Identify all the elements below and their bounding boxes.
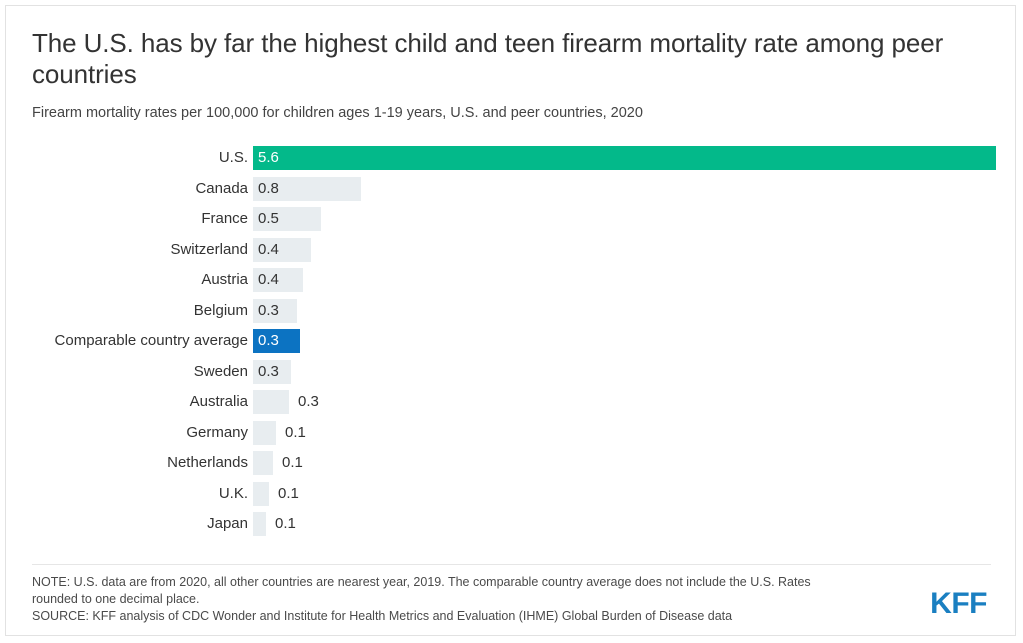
chart-footer: NOTE: U.S. data are from 2020, all other…: [6, 564, 1015, 635]
bar-row: Sweden 0.3: [6, 359, 1015, 391]
footer-text-block: NOTE: U.S. data are from 2020, all other…: [32, 574, 811, 625]
bar-row: U.K. 0.1: [6, 481, 1015, 513]
bar-value-label: 0.1: [282, 454, 303, 471]
bar[interactable]: [253, 481, 269, 506]
bar-row: Australia 0.3: [6, 390, 1015, 421]
bar[interactable]: [253, 176, 361, 201]
bar[interactable]: [253, 329, 300, 353]
bar-value-label: 0.3: [258, 362, 279, 380]
bar[interactable]: [253, 420, 276, 445]
bar-track: 0.3: [253, 359, 1007, 384]
bar[interactable]: [253, 512, 266, 536]
bar-row: Switzerland 0.4: [6, 237, 1015, 269]
bar[interactable]: [253, 359, 291, 384]
bar-category-label: Sweden: [193, 362, 248, 380]
bar-track: 0.8: [253, 176, 1007, 201]
page-title: The U.S. has by far the highest child an…: [32, 28, 944, 89]
bar-value-label: 0.3: [258, 301, 279, 319]
bar-row: Austria 0.4: [6, 268, 1015, 299]
bar-category-label: Comparable country average: [54, 332, 248, 349]
chart-header: The U.S. has by far the highest child an…: [6, 6, 1015, 122]
bar-track: 5.6: [253, 146, 1007, 170]
footer-divider: [32, 564, 991, 565]
bar-row: France 0.5: [6, 207, 1015, 238]
bar-category-label: France: [201, 210, 248, 227]
bar-value-label: 0.8: [258, 179, 279, 197]
bar-value-label: 0.1: [278, 484, 299, 502]
bar-category-label: U.K.: [218, 484, 248, 502]
bar-row: Canada 0.8: [6, 176, 1015, 208]
bar-track: 0.3: [253, 298, 1007, 323]
bar[interactable]: [253, 451, 273, 475]
bar-value-label: 0.3: [298, 393, 319, 410]
bar-category-label: Netherlands: [167, 454, 248, 471]
bar-track: 0.4: [253, 237, 1007, 262]
chart-subtitle: Firearm mortality rates per 100,000 for …: [32, 105, 643, 121]
bar-track: 0.3: [253, 329, 1007, 353]
bar-value-label: 0.5: [258, 210, 279, 227]
bar-track: 0.4: [253, 268, 1007, 292]
bar-track: 0.1: [253, 481, 1007, 506]
bar-category-label: Japan: [207, 515, 248, 532]
bar-value-label: 5.6: [258, 149, 279, 166]
bar-row: U.S. 5.6: [6, 146, 1015, 177]
bar-track: 0.1: [253, 420, 1007, 445]
bar-category-label: Belgium: [193, 301, 248, 319]
bar[interactable]: [253, 237, 311, 262]
bar-row: Comparable country average 0.3: [6, 329, 1015, 360]
bar-chart-plot: U.S. 5.6 Canada 0.8 France 0.5 Switzerland 0.4 A…: [6, 146, 1015, 543]
bar-category-label: U.S.: [218, 149, 248, 166]
bar-value-label: 0.1: [285, 423, 306, 441]
footer-source: SOURCE: KFF analysis of CDC Wonder and I…: [32, 609, 733, 623]
bar-track: 0.1: [253, 512, 1007, 536]
footer-note-line-2: rounded to one decimal place.: [32, 592, 200, 606]
bar-row: Netherlands 0.1: [6, 451, 1015, 482]
bar-value-label: 0.3: [258, 332, 279, 349]
bar-category-label: Switzerland: [170, 240, 248, 258]
bar[interactable]: [253, 207, 321, 231]
bar-track: 0.5: [253, 207, 1007, 231]
bar-row: Germany 0.1: [6, 420, 1015, 452]
bar-category-label: Germany: [186, 423, 248, 441]
bar-row: Belgium 0.3: [6, 298, 1015, 330]
bar[interactable]: [253, 146, 996, 170]
bar-track: 0.1: [253, 451, 1007, 475]
bar-value-label: 0.4: [258, 240, 279, 258]
bar-category-label: Australia: [189, 393, 248, 410]
bar-track: 0.3: [253, 390, 1007, 414]
bar[interactable]: [253, 390, 289, 414]
bar[interactable]: [253, 298, 297, 323]
bar[interactable]: [253, 268, 303, 292]
bar-category-label: Austria: [201, 271, 248, 288]
bar-category-label: Canada: [195, 179, 248, 197]
bar-row: Japan 0.1: [6, 512, 1015, 543]
bar-value-label: 0.1: [275, 515, 296, 532]
kff-logo: KFF: [930, 587, 987, 620]
bar-value-label: 0.4: [258, 271, 279, 288]
chart-card: The U.S. has by far the highest child an…: [5, 5, 1016, 636]
footer-note-line-1: NOTE: U.S. data are from 2020, all other…: [32, 575, 811, 589]
